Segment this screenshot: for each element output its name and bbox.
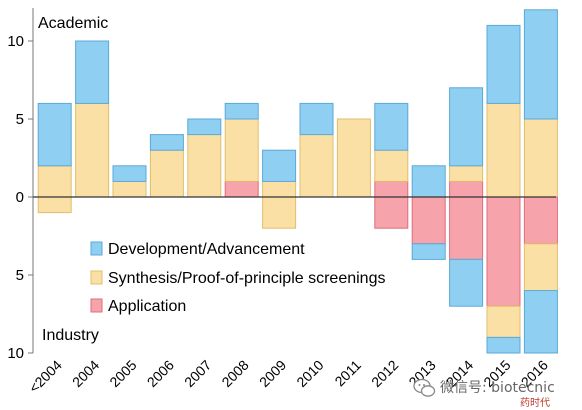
bar-academic-development-advancement-2012 xyxy=(374,102,409,151)
legend: Development/Advancement Synthesis/Proof-o… xyxy=(90,241,385,315)
x-tick-label-2010: 2010 xyxy=(293,357,326,390)
bar-academic-synthesis-proof-of-principle-screenings-2012 xyxy=(374,149,409,182)
bar-academic-synthesis-proof-of-principle-screenings-2009 xyxy=(262,180,297,198)
bar-academic-synthesis-proof-of-principle-screenings-2014 xyxy=(449,165,484,182)
bar-academic-application-2012 xyxy=(374,180,409,198)
x-tick-label-2007: 2007 xyxy=(181,357,214,390)
bar-academic-development-advancement-2015 xyxy=(486,24,521,104)
bar-academic-synthesis-proof-of-principle-screenings-2010 xyxy=(299,134,334,198)
wechat-icon xyxy=(413,378,436,397)
industry-region-label: Industry xyxy=(42,327,99,344)
legend-swatch-application xyxy=(90,298,103,313)
watermark-text: 微信号: biotecnic xyxy=(440,380,555,396)
bar-industry-application-2012 xyxy=(374,196,409,229)
bar-academic-development-advancement-2016 xyxy=(523,9,558,120)
bar-industry-application-2016 xyxy=(523,196,558,245)
watermark-subtext: 药时代 xyxy=(520,397,550,409)
y-ticks-layer: 10 5 0 5 10 xyxy=(7,33,33,362)
y-tick-label: 5 xyxy=(16,267,24,284)
y-tick-label: 0 xyxy=(16,189,24,206)
bar-academic-development-advancement-2009 xyxy=(262,149,297,182)
bar-industry-development-advancement-2015 xyxy=(486,336,521,354)
x-tick-label-2005: 2005 xyxy=(106,357,139,390)
bar-academic-synthesis-proof-of-principle-screenings-2004 xyxy=(75,102,110,198)
bar-academic-development-advancement-2006 xyxy=(149,134,184,151)
y-tick-label: 5 xyxy=(16,111,24,128)
bar-academic-synthesis-proof-of-principle-screenings-2016 xyxy=(523,118,558,198)
bar-academic-development-advancement-2010 xyxy=(299,102,334,136)
x-tick-label-2004: 2004 xyxy=(69,357,102,390)
bar-academic-application-2008 xyxy=(224,180,259,198)
bar-industry-synthesis-proof-of-principle-screenings-2015 xyxy=(486,305,521,338)
x-tick-label-2011: 2011 xyxy=(331,357,364,390)
bar-academic-development-advancement-2014 xyxy=(449,87,484,167)
bar-academic-development-advancement-2013 xyxy=(411,165,446,198)
bar-industry-synthesis-proof-of-principle-screenings-2009 xyxy=(262,196,297,229)
bar-academic-synthesis-proof-of-principle-screenings-2004 xyxy=(37,165,72,198)
bar-industry-development-advancement-2016 xyxy=(523,290,558,354)
bar-industry-application-2015 xyxy=(486,196,521,307)
bar-academic-synthesis-proof-of-principle-screenings-2007 xyxy=(187,134,222,198)
bar-academic-development-advancement-2005 xyxy=(112,165,147,182)
bar-industry-development-advancement-2013 xyxy=(411,243,446,260)
legend-label-synthesis-proof-of-principle-screenings: Synthesis/Proof-of-principle screenings xyxy=(108,270,385,287)
legend-swatch-synthesis-proof-of-principle-screenings xyxy=(90,270,103,285)
bar-industry-synthesis-proof-of-principle-screenings-2016 xyxy=(523,243,558,292)
bars-layer xyxy=(37,9,558,354)
legend-label-application: Application xyxy=(108,298,186,315)
bar-industry-development-advancement-2014 xyxy=(449,258,484,307)
x-tick-label-2004: <2004 xyxy=(26,357,65,396)
bar-academic-synthesis-proof-of-principle-screenings-2011 xyxy=(336,118,371,198)
bar-academic-development-advancement-2004 xyxy=(37,102,72,167)
x-tick-label-2012: 2012 xyxy=(368,357,401,390)
x-tick-label-2006: 2006 xyxy=(144,357,177,390)
bar-academic-development-advancement-2008 xyxy=(224,102,259,120)
axes-layer xyxy=(32,8,556,353)
x-tick-label-2009: 2009 xyxy=(256,357,289,390)
watermark: 微信号: biotecnic 药时代 xyxy=(413,378,555,409)
x-tick-label-2008: 2008 xyxy=(218,357,251,390)
legend-label-development-advancement: Development/Advancement xyxy=(108,241,305,258)
bar-academic-synthesis-proof-of-principle-screenings-2015 xyxy=(486,102,521,198)
bar-academic-synthesis-proof-of-principle-screenings-2008 xyxy=(224,118,259,182)
legend-swatch-development-advancement xyxy=(90,241,103,256)
bar-industry-application-2014 xyxy=(449,196,484,260)
bar-industry-synthesis-proof-of-principle-screenings-2004 xyxy=(37,196,72,214)
bar-academic-synthesis-proof-of-principle-screenings-2005 xyxy=(112,180,147,198)
y-tick-label: 10 xyxy=(7,345,24,362)
bar-academic-application-2014 xyxy=(449,180,484,198)
y-tick-label: 10 xyxy=(7,33,24,50)
bar-academic-development-advancement-2004 xyxy=(75,40,110,104)
bar-academic-synthesis-proof-of-principle-screenings-2006 xyxy=(149,149,184,198)
academic-region-label: Academic xyxy=(38,15,108,32)
bar-industry-application-2013 xyxy=(411,196,446,245)
bar-academic-development-advancement-2007 xyxy=(187,118,222,136)
